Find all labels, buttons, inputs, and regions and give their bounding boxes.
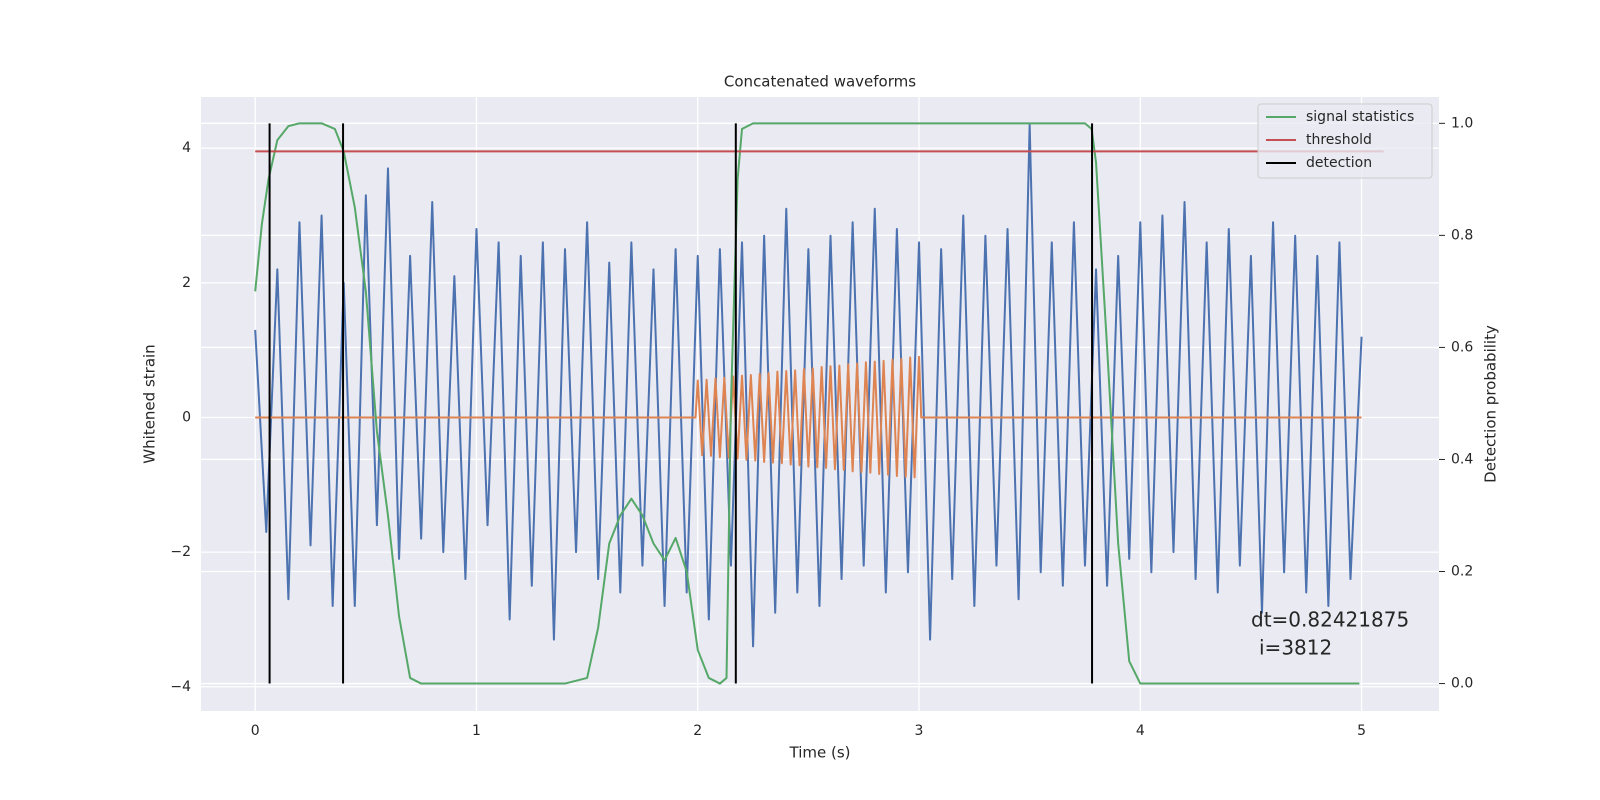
y2-tick-label: 0.6: [1451, 339, 1473, 355]
y2-tick-label: 0.2: [1451, 564, 1473, 580]
y2-tick-label: 0.4: [1451, 451, 1473, 467]
legend-label: threshold: [1306, 132, 1372, 148]
y-tick-label: 2: [182, 275, 191, 291]
x-tick-label: 0: [251, 723, 260, 739]
y-tick-label: −2: [170, 544, 191, 560]
y-tick-label: 4: [182, 140, 191, 156]
legend-label: signal statistics: [1306, 109, 1414, 125]
y-tick-label: 0: [182, 409, 191, 425]
annotation: dt=0.82421875: [1251, 608, 1409, 632]
x-tick-label: 2: [693, 723, 702, 739]
legend-label: detection: [1306, 155, 1372, 171]
y2-tick-label: 0.8: [1451, 227, 1473, 243]
y-axis-label: Whitened strain: [141, 344, 159, 463]
y2-axis-label: Detection probability: [1482, 325, 1500, 483]
legend-box: [1257, 103, 1433, 179]
y2-tick-label: 1.0: [1451, 115, 1473, 131]
x-tick-label: 5: [1357, 723, 1366, 739]
x-tick-label: 1: [472, 723, 481, 739]
y2-tick-label: 0.0: [1451, 676, 1473, 692]
series-line: [254, 122, 1360, 685]
annotation: i=3812: [1259, 636, 1332, 660]
series-line: [255, 355, 1362, 479]
series-line: [254, 123, 1363, 648]
x-axis-label: Time (s): [789, 744, 851, 762]
y-tick-label: −4: [170, 679, 191, 695]
x-tick-label: 4: [1136, 723, 1145, 739]
chart-title: Concatenated waveforms: [724, 73, 916, 91]
x-tick-label: 3: [915, 723, 924, 739]
